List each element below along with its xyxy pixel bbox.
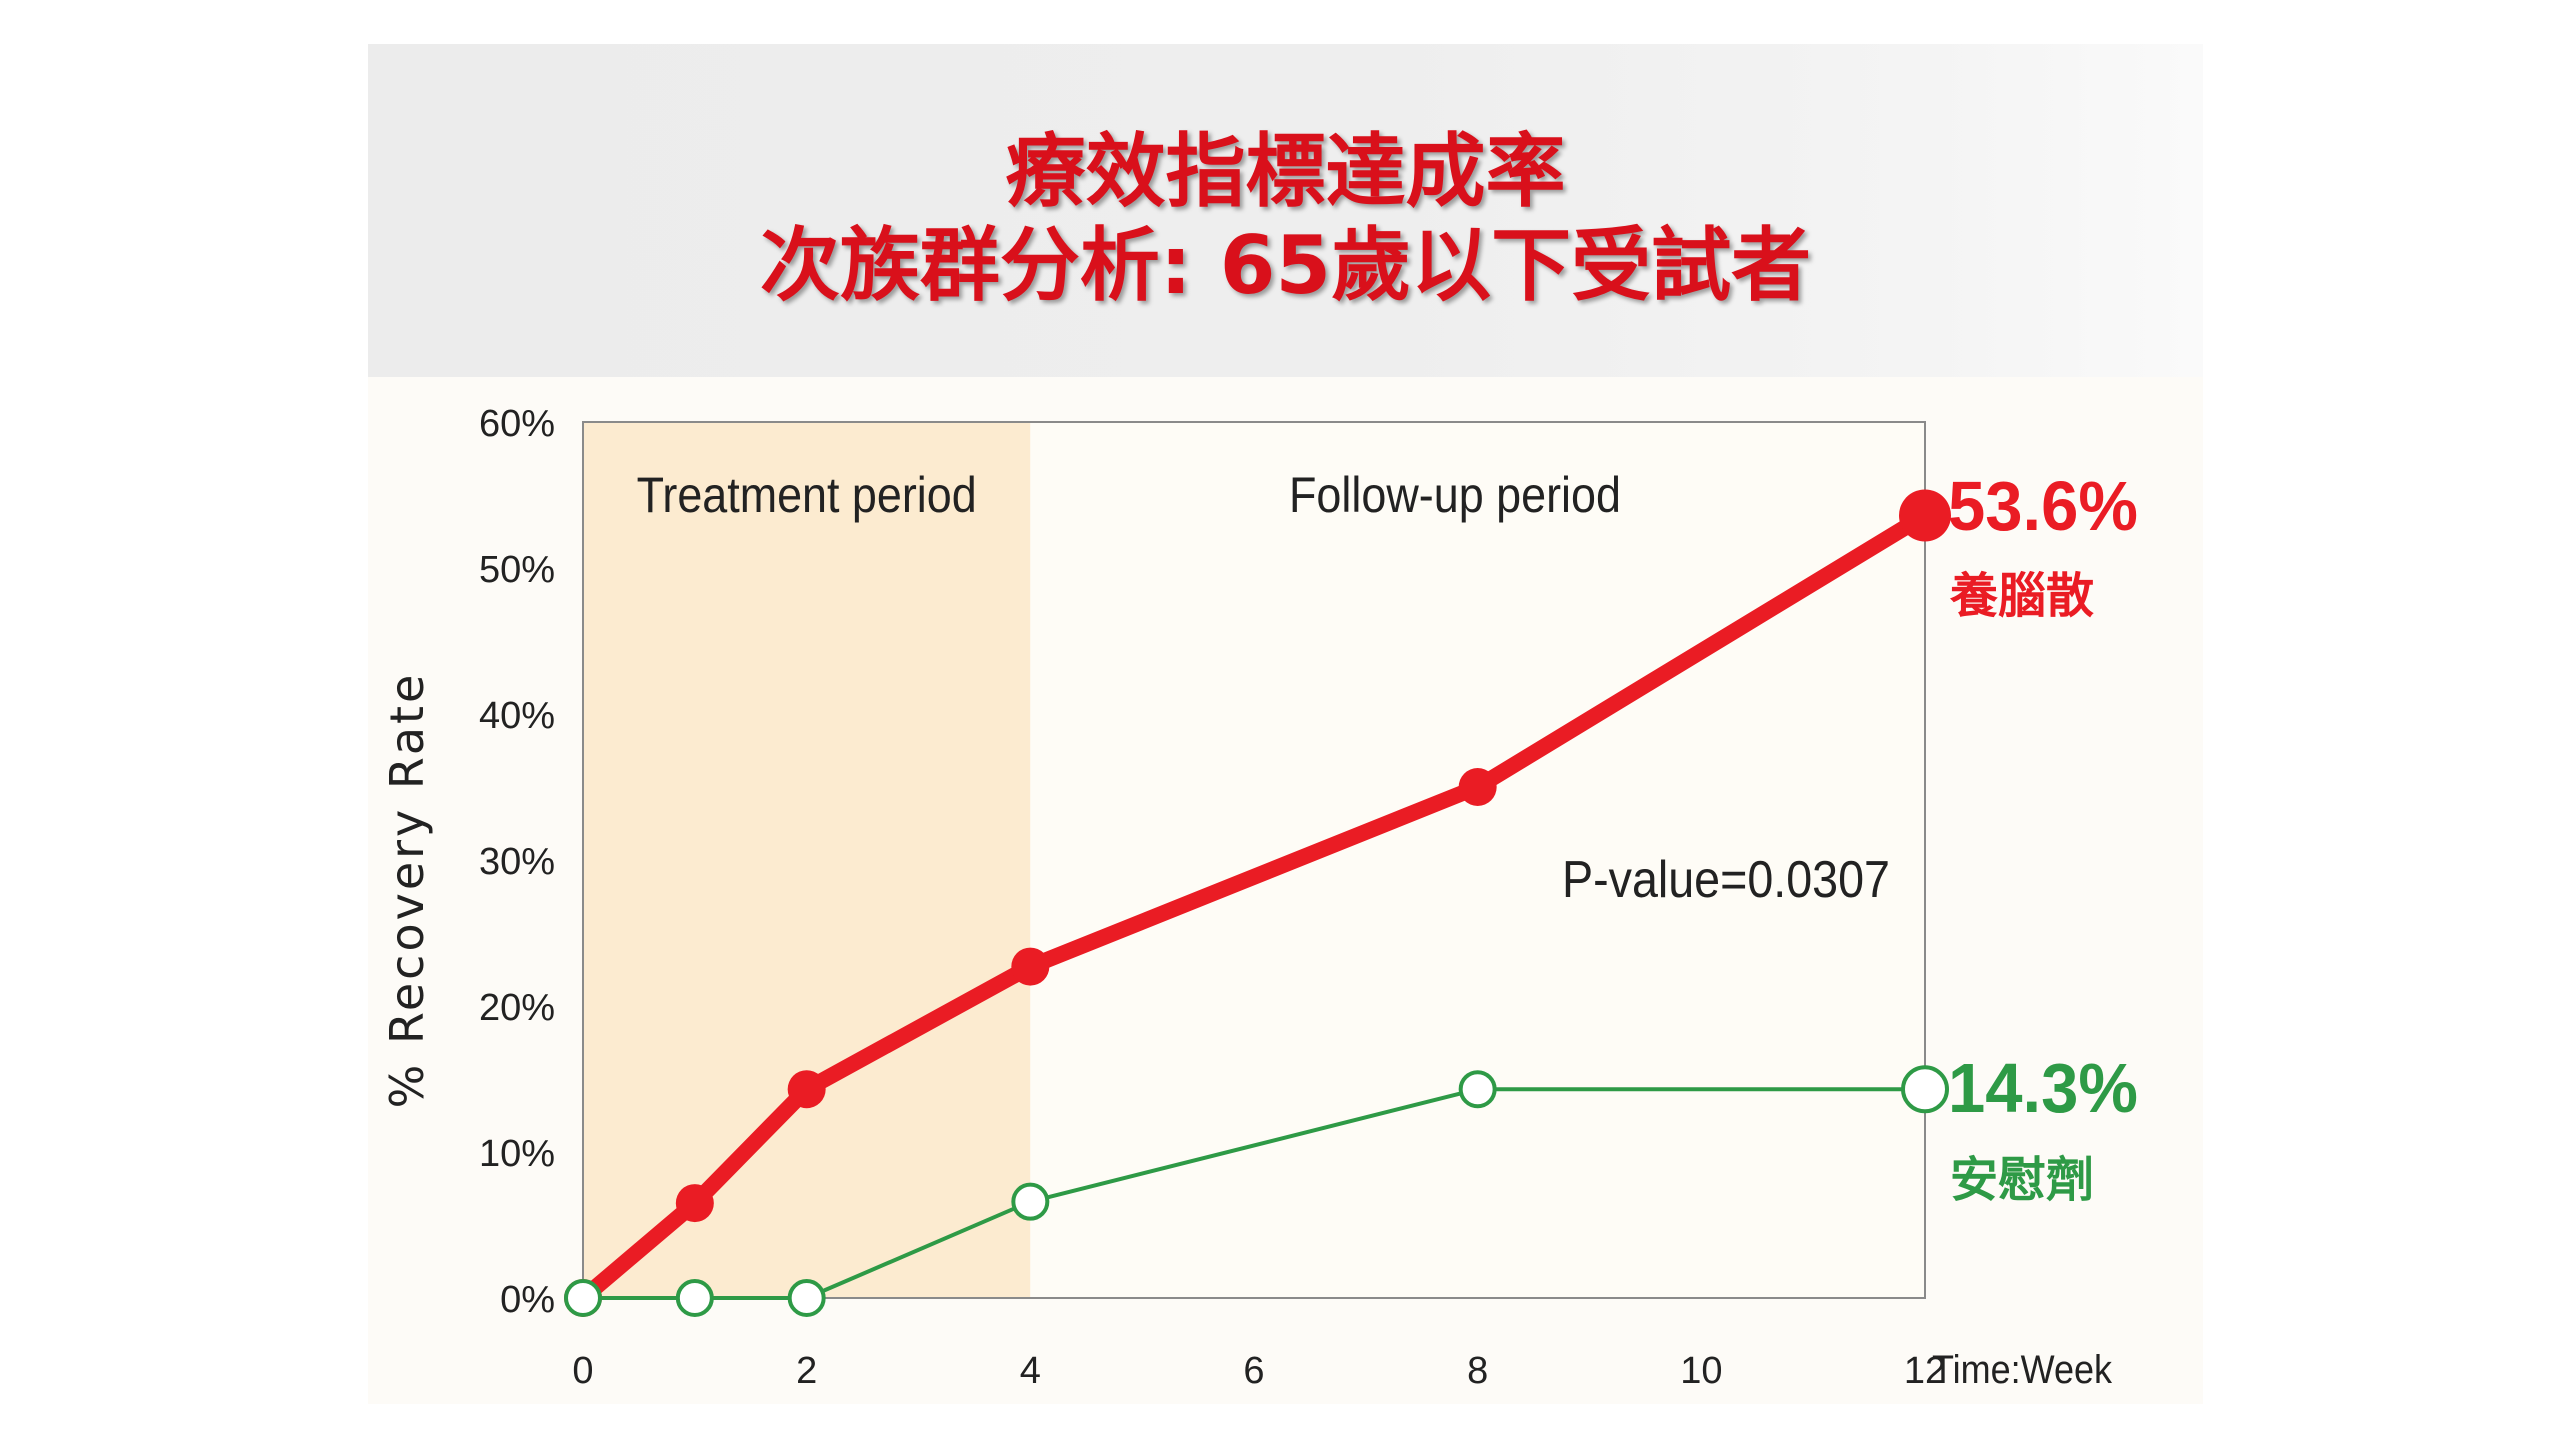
final-value-label-placebo: 14.3% <box>1948 1049 2138 1127</box>
region-treatment <box>583 422 1031 1298</box>
p-value-annotation: P-value=0.0307 <box>1562 851 1890 909</box>
x-tick-label: 4 <box>1020 1350 1041 1392</box>
series-name-label-placebo: 安慰劑 <box>1950 1152 2094 1208</box>
x-tick-label: 6 <box>1243 1350 1264 1392</box>
region-label-treatment: Treatment period <box>637 467 977 523</box>
data-point-treatment <box>787 1070 826 1109</box>
y-tick-label: 60% <box>479 403 555 445</box>
x-tick-label: 8 <box>1467 1350 1488 1392</box>
y-tick-label: 50% <box>479 549 555 591</box>
data-point-placebo <box>1901 1065 1949 1114</box>
final-value-label-treatment: 53.6% <box>1948 467 2138 545</box>
x-tick-label: 0 <box>572 1350 593 1392</box>
y-tick-label: 10% <box>479 1133 555 1175</box>
y-axis-label: % Recovery Rate <box>380 672 434 1109</box>
x-tick-label: 2 <box>796 1350 817 1392</box>
y-tick-label: 30% <box>479 841 555 883</box>
data-point-placebo <box>1458 1070 1497 1109</box>
plot-frame <box>582 421 1926 1299</box>
y-tick-label: 0% <box>500 1279 555 1321</box>
series-line-treatment <box>575 507 1933 1306</box>
title-banner <box>368 44 2203 377</box>
data-point-treatment <box>675 1184 714 1223</box>
data-point-treatment <box>1011 947 1050 986</box>
data-point-treatment <box>1458 768 1497 806</box>
data-point-placebo <box>787 1279 826 1317</box>
data-point-treatment <box>1899 489 1951 542</box>
region-label-follow-up: Follow-up period <box>1289 467 1621 523</box>
slide-title-line-2: 次族群分析: 65歲以下受試者 <box>759 219 1812 312</box>
x-axis-label: Time:Week <box>1932 1348 2113 1392</box>
x-tick-label: 12 <box>1904 1350 1946 1392</box>
y-tick-label: 20% <box>479 987 555 1029</box>
data-point-placebo <box>564 1279 602 1317</box>
y-tick-label: 40% <box>479 695 555 737</box>
region-follow-up <box>1030 422 1925 1298</box>
x-tick-label: 10 <box>1680 1350 1722 1392</box>
series-name-label-treatment: 養腦散 <box>1950 568 2094 624</box>
slide-title-line-1: 療效指標達成率 <box>1005 125 1566 218</box>
data-point-placebo <box>1011 1182 1050 1221</box>
data-point-placebo <box>675 1279 714 1317</box>
